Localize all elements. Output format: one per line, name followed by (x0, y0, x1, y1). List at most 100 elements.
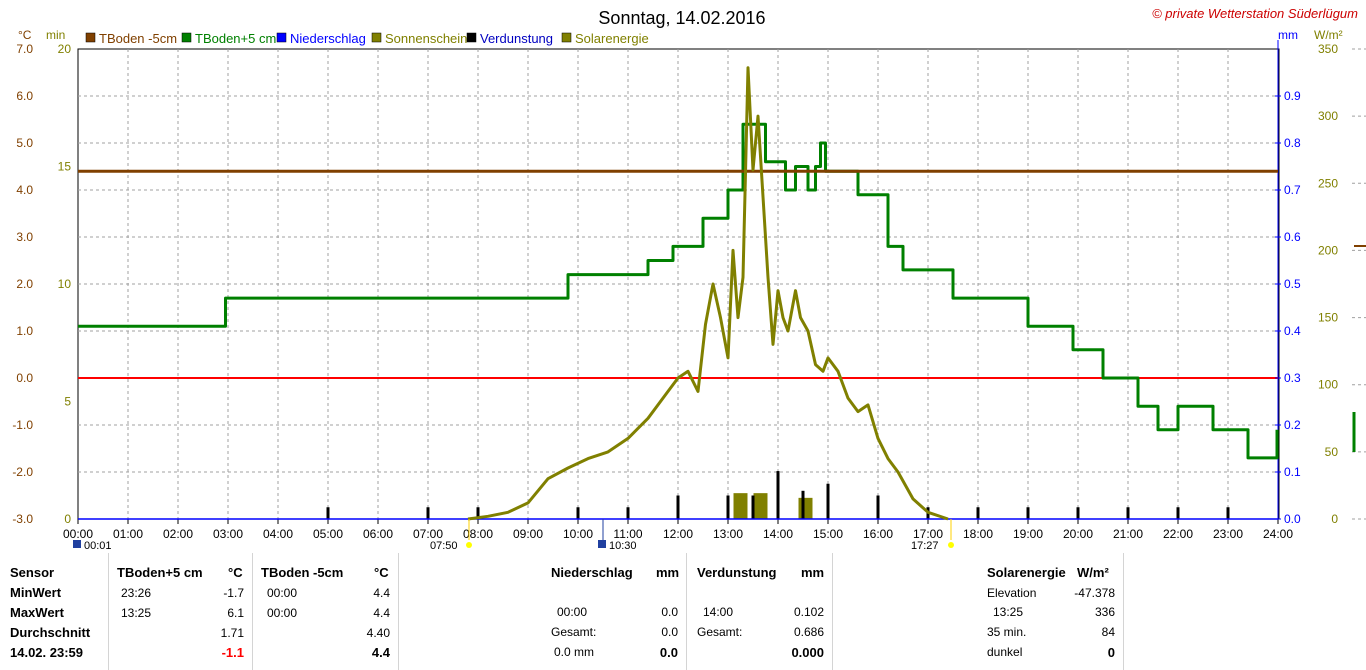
evaporation-bar (1076, 507, 1080, 519)
sensor-column: Sensor MinWert MaxWert Durchschnitt 14.0… (0, 553, 109, 670)
evaporation-bar (726, 495, 730, 519)
y-tick-label-min: 10 (58, 277, 72, 291)
tboden-plus5-avg-value: 1.71 (220, 626, 244, 640)
unit-degc-label: °C (18, 28, 32, 42)
y-tick-label-degc: -1.0 (12, 418, 33, 432)
time-markers: 07:50 17:27 00:01 10:30 (73, 519, 954, 552)
niederschlag-total-value: 0.0 (661, 625, 678, 639)
evaporation-bar (326, 507, 330, 519)
unit-wm2-label: W/m² (1314, 28, 1343, 42)
line-series (78, 66, 1279, 521)
grid (78, 49, 1278, 519)
row-label-min: MinWert (10, 585, 62, 600)
evaporation-bar (826, 483, 830, 519)
legend-label-sonnenschein: Sonnenschein (385, 31, 467, 46)
tboden-plus5-column: TBoden+5 cm °C 23:26 -1.7 13:25 6.1 1.71… (109, 553, 253, 670)
solarenergie-max-time: 13:25 (993, 605, 1024, 619)
solarenergie-avg-value: 84 (1101, 625, 1115, 639)
y-tick-label-mm: 0.5 (1284, 277, 1301, 291)
y-tick-label-min: 20 (58, 42, 72, 56)
row-label-avg: Durchschnitt (10, 625, 91, 640)
sunshine-bar (753, 493, 768, 519)
y-tick-label-degc: 2.0 (16, 277, 33, 291)
x-tick-label: 12:00 (663, 527, 693, 541)
tboden-minus5-column: TBoden -5cm °C 00:00 4.4 00:00 4.4 4.40 … (253, 553, 399, 670)
x-tick-label: 03:00 (213, 527, 243, 541)
row-label-current: 14.02. 23:59 (10, 645, 84, 660)
evaporation-bar (576, 507, 580, 519)
y-tick-label-mm: 0.0 (1284, 512, 1301, 526)
verdunstung-header: Verdunstung (697, 565, 777, 580)
y-tick-label-mm: 0.2 (1284, 418, 1301, 432)
x-tick-label: 21:00 (1113, 527, 1143, 541)
niederschlag-current-label: 0.0 mm (554, 645, 595, 659)
tboden-minus5-min-value: 4.4 (373, 586, 390, 600)
evaporation-bar (1126, 507, 1130, 519)
y-tick-label-mm: 0.3 (1284, 371, 1301, 385)
y-tick-label-mm: 0.4 (1284, 324, 1301, 338)
y-tick-label-wm2: 100 (1318, 378, 1338, 392)
legend-label-verdunstung: Verdunstung (480, 31, 553, 46)
tboden-plus5-max-time: 13:25 (121, 606, 152, 620)
legend-swatch-tboden-plus5 (181, 32, 192, 43)
weather-chart: Sonntag, 14.02.2016 © private Wetterstat… (12, 6, 1366, 552)
legend-swatch-solarenergie (561, 32, 572, 43)
legend-label-solarenergie: Solarenergie (575, 31, 649, 46)
x-tick-label: 06:00 (363, 527, 393, 541)
tboden-plus5-min-time: 23:26 (121, 586, 152, 600)
x-tick-label: 09:00 (513, 527, 543, 541)
solarenergie-avg-label: 35 min. (987, 625, 1027, 639)
y-tick-label-degc: -2.0 (12, 465, 33, 479)
x-tick-label: 20:00 (1063, 527, 1093, 541)
y-tick-label-min: 0 (64, 512, 71, 526)
solarenergie-status-label: dunkel (987, 645, 1023, 659)
niederschlag-current-value: 0.0 (659, 645, 678, 660)
tboden-plus5-current-value: -1.1 (221, 645, 244, 660)
verdunstung-max-value: 0.102 (793, 605, 824, 619)
niederschlag-column: Niederschlag mm 00:00 0.0 Gesamt: 0.0 0.… (399, 553, 687, 670)
evaporation-bar (1026, 507, 1030, 519)
tboden-plus5-header: TBoden+5 cm (117, 565, 203, 580)
y-tick-label-mm: 0.7 (1284, 183, 1301, 197)
verdunstung-current-value: 0.000 (791, 645, 824, 660)
niederschlag-total-label: Gesamt: (551, 625, 597, 639)
legend-swatch-niederschlag (276, 32, 287, 43)
y-tick-label-wm2: 300 (1318, 109, 1338, 123)
y-tick-label-wm2: 350 (1318, 42, 1338, 56)
evaporation-bar (801, 490, 805, 519)
summary-table: Sensor MinWert MaxWert Durchschnitt 14.0… (0, 553, 1366, 670)
evaporation-bar (876, 495, 880, 519)
y-tick-label-wm2: 200 (1318, 243, 1338, 257)
x-tick-label: 19:00 (1013, 527, 1043, 541)
legend: TBoden -5cm TBoden+5 cm Niederschlag Son… (85, 31, 649, 46)
solarenergie-unit: W/m² (1077, 565, 1109, 580)
y-tick-label-mm: 0.6 (1284, 230, 1301, 244)
x-tick-label: 04:00 (263, 527, 293, 541)
y-tick-label-mm: 0.9 (1284, 89, 1301, 103)
bar-series (326, 471, 1230, 519)
x-tick-label: 18:00 (963, 527, 993, 541)
niederschlag-header: Niederschlag (551, 565, 633, 580)
solarenergie-max-value: 336 (1094, 605, 1115, 619)
evaporation-bar (676, 495, 680, 519)
legend-swatch-verdunstung (466, 32, 477, 43)
sunset-time: 17:27 (911, 540, 939, 552)
sensor-mid-icon (598, 540, 606, 548)
y-tick-label-min: 15 (58, 160, 72, 174)
sensor-header: Sensor (10, 565, 55, 580)
y-tick-label-degc: 4.0 (16, 183, 33, 197)
solarenergie-elevation-label: Elevation (987, 586, 1037, 600)
x-tick-label: 24:00 (1263, 527, 1293, 541)
tboden-plus5-min-value: -1.7 (223, 586, 244, 600)
unit-min-label: min (46, 28, 65, 42)
unit-mm-label: mm (1278, 28, 1298, 42)
x-tick-label: 22:00 (1163, 527, 1193, 541)
sensor-start-icon (73, 540, 81, 548)
x-tick-label: 16:00 (863, 527, 893, 541)
solarenergie-status-value: 0 (1107, 645, 1115, 660)
y-tick-label-degc: 5.0 (16, 136, 33, 150)
y-tick-label-mm: 0.1 (1284, 465, 1301, 479)
tboden-minus5-avg-value: 4.40 (366, 626, 390, 640)
sunshine-bar (798, 497, 813, 519)
x-tick-label: 08:00 (463, 527, 493, 541)
